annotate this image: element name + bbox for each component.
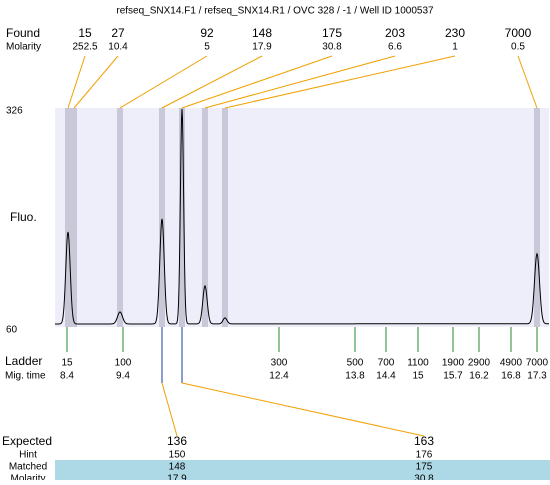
title-bar [0,0,550,20]
peak-band [71,108,77,327]
ladder-time: 16.2 [469,371,489,382]
peak-band [202,108,208,327]
ladder-size: 1900 [442,358,465,369]
ladder-time: 9.4 [116,371,130,382]
peak-band [65,108,71,327]
plot-area [55,108,549,327]
title: refseq_SNX14.F1 / refseq_SNX14.R1 / OVC … [116,6,434,17]
found-molarity: 10.4 [108,42,128,53]
ladder-time: 14.4 [376,371,396,382]
ladder-size: 100 [115,358,132,369]
found-molarity: 17.9 [252,42,272,53]
found-molarity: 30.8 [322,42,342,53]
found-molarity: 1 [452,42,458,53]
ladder-size: 500 [347,358,364,369]
found-size: 15 [78,26,92,40]
expected-cell: 30.8 [414,474,434,480]
expected-cell: 176 [416,450,433,461]
expected-cell: 148 [169,462,186,473]
expected-cell: 150 [169,450,186,461]
expected-connector [161,382,178,437]
ladder-time: 8.4 [60,371,74,382]
found-connector [67,55,86,109]
peak-band [222,108,228,327]
expected-connector [181,382,425,437]
ladder-time: 15.7 [443,371,463,382]
found-connector [119,55,208,109]
trace [55,108,549,325]
expected-row-label: Matched [9,462,47,473]
found-molarity: 5 [204,42,210,53]
found-size: 27 [111,26,125,40]
expected-row-label: Hint [19,450,37,461]
found-connector [73,55,119,109]
expected-cell: 175 [416,462,433,473]
expected-cell: 17.9 [167,474,187,480]
ladder-time: 16.8 [501,371,521,382]
axis-label: Fluo. [10,210,37,224]
axis-bottom: 60 [6,325,18,336]
mig-time-label: Mig. time [5,371,46,382]
found-molarity: 252.5 [72,42,97,53]
found-size: 148 [252,26,272,40]
found-connector [517,55,538,109]
ladder-time: 13.8 [345,371,365,382]
found-molarity: 0.5 [511,42,525,53]
peak-band [117,108,123,327]
ladder-size: 1100 [407,358,429,369]
found-size: 203 [385,26,405,40]
found-size: 230 [445,26,465,40]
expected-cell: 163 [414,434,434,448]
expected-row-label: Molarity [10,474,45,480]
ladder-size: 7000 [526,358,549,369]
ladder-size: 300 [271,358,288,369]
found-label: Found [6,26,40,40]
ladder-size: 4900 [500,358,523,369]
found-size: 175 [322,26,342,40]
ladder-time: 12.4 [269,371,289,382]
found-molarity: 6.6 [388,42,402,53]
axis-top: 326 [6,106,23,117]
found-connector [224,55,456,109]
found-connector [204,55,396,109]
matched-band [55,460,550,480]
ladder-size: 2900 [468,358,491,369]
peak-band [179,108,185,327]
ladder-label: Ladder [5,354,42,368]
ladder-time: 15 [412,371,424,382]
molarity-label: Molarity [6,42,41,53]
expected-row-label: Expected [2,434,52,448]
ladder-time: 17.3 [527,371,547,382]
found-connector [181,55,333,109]
ladder-size: 700 [378,358,395,369]
peak-band [159,108,165,327]
peak-band [534,108,540,327]
expected-cell: 136 [167,434,187,448]
found-size: 92 [200,26,214,40]
found-size: 7000 [505,26,532,40]
found-connector [161,55,263,109]
ladder-size: 15 [61,358,73,369]
